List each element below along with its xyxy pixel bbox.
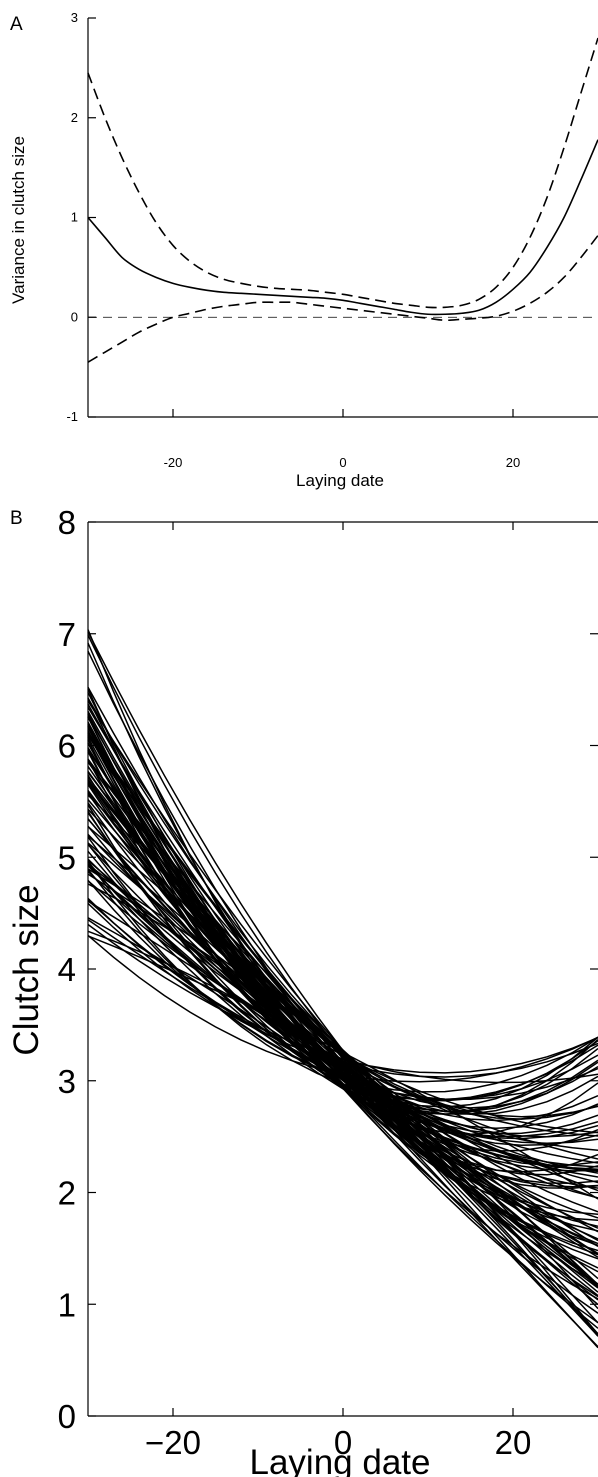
panel-b-y-tick-label: 2 [58, 1175, 76, 1212]
panel-a-y-label: Variance in clutch size [9, 136, 28, 304]
panel-a-y-tick-label: 0 [71, 309, 78, 324]
panel-b-y-tick-label: 4 [58, 951, 76, 988]
panel-b-y-tick-label: 3 [58, 1063, 76, 1100]
panel-b-x-tick-label: −20 [145, 1424, 201, 1461]
panel-b-y-label: Clutch size [7, 884, 46, 1055]
panel-a-y-tick-label: 3 [71, 10, 78, 25]
panel-a-x-label: Laying date [296, 471, 384, 490]
panel-b-reaction-norm-line [87, 799, 598, 1256]
panel-b-y-tick-label: 0 [58, 1398, 76, 1435]
panel-b-reaction-norm-line [87, 761, 598, 1213]
panel-b-y-tick-label: 6 [58, 728, 76, 765]
panel-b-reaction-norm-line [87, 897, 598, 1074]
panel-b-y-tick-label: 5 [58, 839, 76, 876]
panel-b-reaction-norm-line [87, 861, 598, 1172]
panel-a-y-tick-label: 2 [71, 110, 78, 125]
panel-b-y-tick-label: 1 [58, 1286, 76, 1323]
panel-a-variance-line [87, 139, 598, 316]
panel-b-letter: B [10, 508, 23, 529]
panel-b-reaction-norm-line [87, 880, 598, 1160]
panel-b-reaction-norm-line [87, 747, 598, 1199]
panel-a-letter: A [10, 14, 23, 35]
panel-a-y-tick-label: 1 [71, 210, 78, 225]
panel-b-y-tick-label: 8 [58, 504, 76, 541]
panel-b-reaction-norm-line [87, 703, 598, 1260]
panel-b-reaction-norm-line [87, 629, 598, 1173]
panel-b-reaction-norm-line [87, 724, 598, 1300]
panel-a-x-tick-label: 0 [339, 455, 346, 470]
panel-b-reaction-norm-line [87, 791, 598, 1289]
panel-a-x-tick-label: 20 [506, 455, 520, 470]
panel-b-reaction-norm-line [87, 934, 598, 1083]
panel-a-ci-line [87, 234, 598, 363]
panel-b-y-tick-label: 7 [58, 616, 76, 653]
panel-b-reaction-norm-line [87, 843, 598, 1184]
panel-b: B Clutch size Laying date 0 1 2 3 4 5 6 7 8 −20 0… [7, 504, 598, 1477]
panel-b-x-label: Laying date [250, 1443, 431, 1477]
panel-b-x-tick-label: 20 [495, 1424, 532, 1461]
panel-a: A Variance in clutch size Laying date -1… [9, 10, 598, 490]
panel-a-x-tick-label: -20 [164, 455, 183, 470]
panel-b-reaction-norm-line [87, 865, 598, 1242]
panel-b-reaction-norm-line [87, 825, 598, 1178]
panel-b-x-tick-label: 0 [334, 1424, 352, 1461]
panel-a-ci-line [87, 37, 598, 309]
panel-b-reaction-norm-line [87, 700, 598, 1285]
panel-a-y-tick-label: -1 [66, 409, 78, 424]
panel-b-reaction-norm-line [87, 697, 598, 1189]
